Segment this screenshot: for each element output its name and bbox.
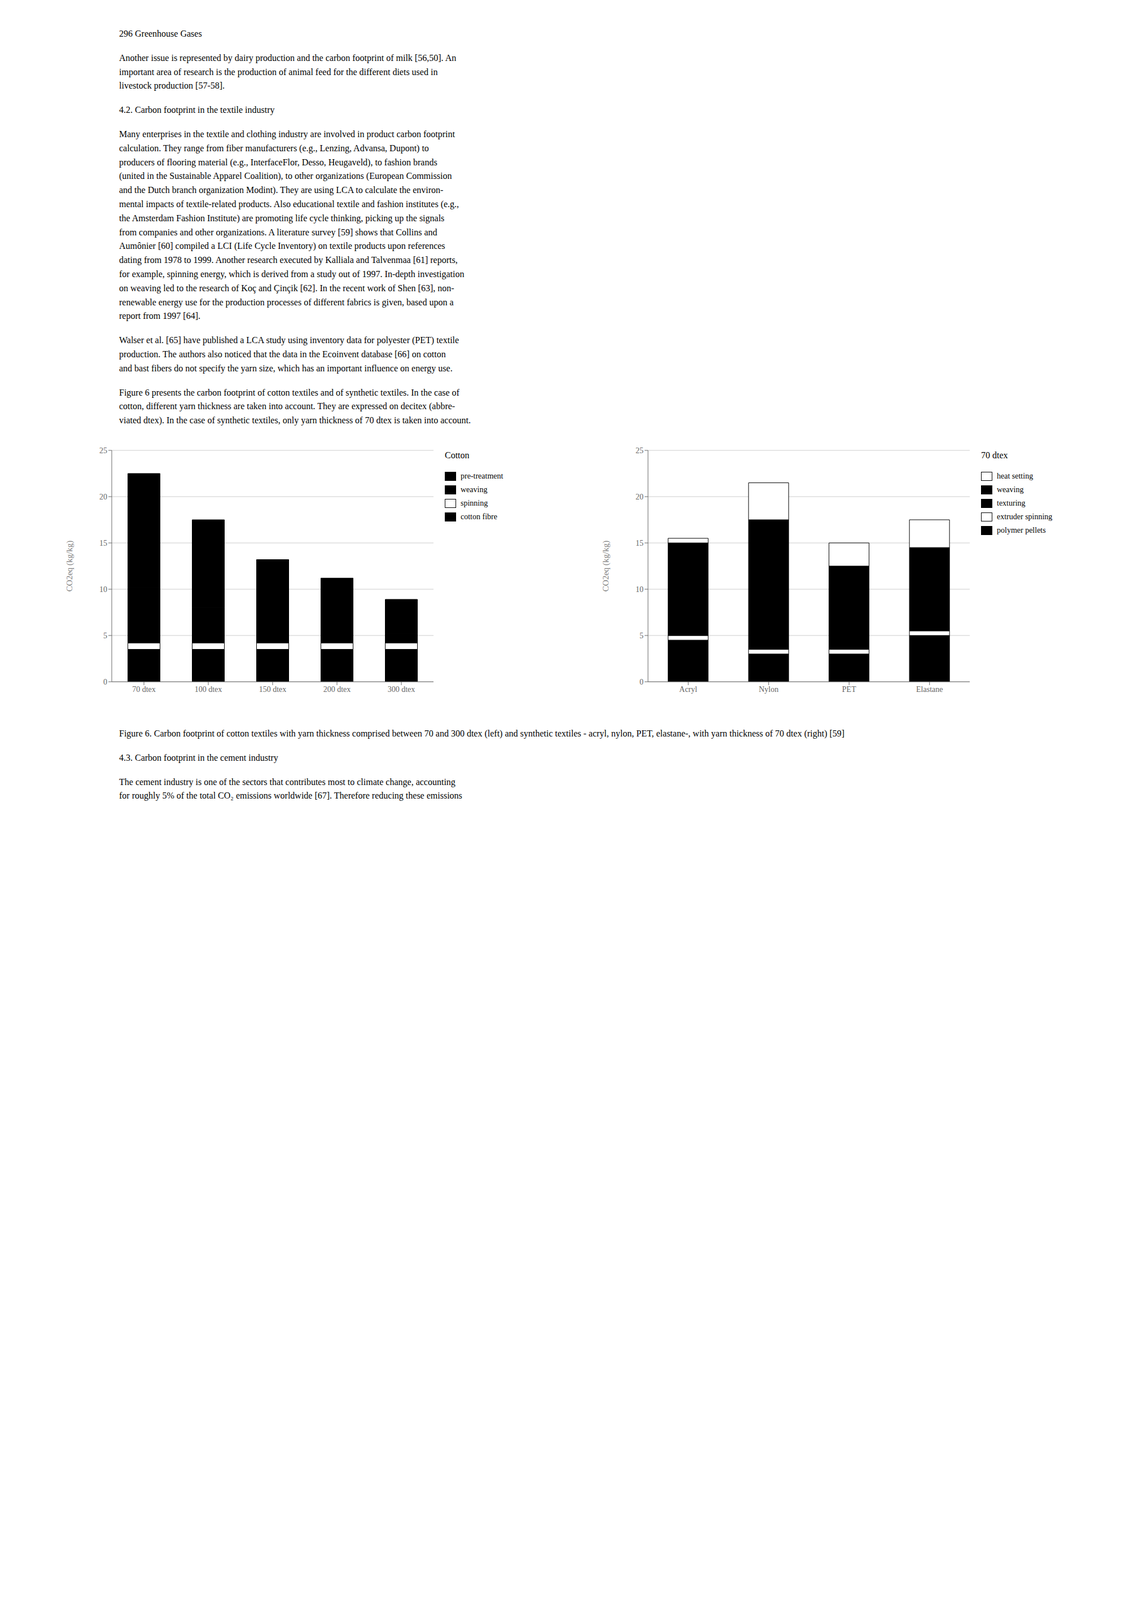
svg-text:Acryl: Acryl: [679, 685, 698, 694]
svg-text:CO2eq (kg/kg): CO2eq (kg/kg): [64, 540, 75, 592]
svg-text:300 dtex: 300 dtex: [387, 685, 416, 694]
html-text:Walser et al. [65] have publis: Walser et al. [65] have published a LCA …: [119, 335, 459, 373]
svg-text:CO2eq (kg/kg): CO2eq (kg/kg): [601, 540, 611, 592]
html-text:Figure 6. Carbon footprint of: Figure 6. Carbon footprint of cotton tex…: [119, 728, 845, 739]
html-text:The cement industry is one of: The cement industry is one of the sector…: [119, 776, 463, 801]
html-text:Another issue is represented b: Another issue is represented by dairy pr…: [119, 52, 457, 91]
svg-text:20: 20: [99, 492, 108, 502]
html-text:Cotton: Cotton: [444, 450, 470, 460]
svg-text:150 dtex: 150 dtex: [259, 685, 287, 694]
svg-text:20: 20: [635, 492, 644, 502]
svg-text:100 dtex: 100 dtex: [194, 685, 223, 694]
html-text:296 Greenhouse Gases: 296 Greenhouse Gases: [119, 28, 202, 39]
html-text:Many enterprises in the textil: Many enterprises in the textile and clot…: [119, 129, 465, 321]
svg-text:70 dtex: 70 dtex: [132, 685, 156, 694]
html-text:4.3. Carbon footprint in the c: 4.3. Carbon footprint in the cement indu…: [119, 752, 279, 763]
html-text:heat setting: heat setting: [996, 471, 1034, 481]
html-text:weaving: weaving: [460, 485, 488, 494]
svg-text:15: 15: [635, 539, 644, 548]
html-text:polymer pellets: polymer pellets: [996, 526, 1046, 535]
svg-text:25: 25: [635, 446, 644, 455]
svg-text:5: 5: [639, 631, 644, 641]
svg-text:Elastane: Elastane: [916, 685, 943, 694]
svg-text:PET: PET: [842, 685, 857, 694]
html-text:Figure 6 presents the carbon f: Figure 6 presents the carbon footprint o…: [119, 387, 471, 426]
html-text:70 dtex: 70 dtex: [981, 450, 1008, 460]
svg-text:5: 5: [103, 631, 108, 641]
svg-text:0: 0: [103, 677, 108, 687]
html-text:texturing: texturing: [996, 498, 1026, 508]
svg-text:Nylon: Nylon: [758, 685, 779, 694]
svg-text:25: 25: [99, 446, 108, 455]
html-text:4.2. Carbon footprint in the t: 4.2. Carbon footprint in the textile ind…: [119, 105, 275, 115]
html-text:spinning: spinning: [460, 498, 488, 508]
svg-text:15: 15: [99, 539, 108, 548]
html-text:extruder spinning: extruder spinning: [996, 512, 1053, 521]
svg-text:10: 10: [635, 585, 644, 594]
svg-text:200 dtex: 200 dtex: [323, 685, 352, 694]
html-text:cotton fibre: cotton fibre: [460, 512, 498, 521]
svg-text:0: 0: [639, 677, 644, 687]
html-text:weaving: weaving: [996, 485, 1024, 494]
svg-text:10: 10: [99, 585, 108, 594]
html-text:pre-treatment: pre-treatment: [460, 471, 504, 481]
